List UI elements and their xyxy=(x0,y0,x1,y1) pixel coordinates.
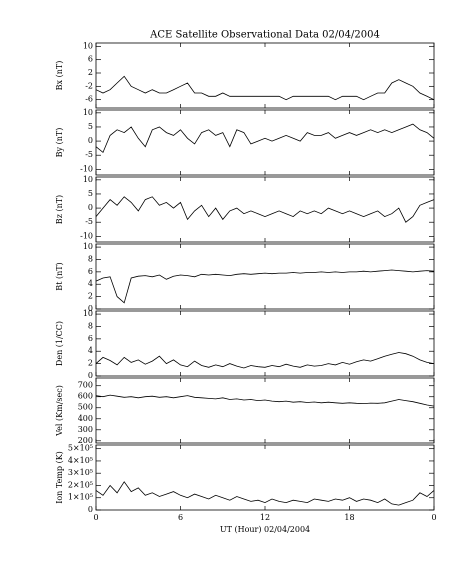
x-tick-label: 6 xyxy=(178,513,183,522)
y-tick-label: 8 xyxy=(88,254,93,263)
panel-frame xyxy=(95,444,435,511)
y-axis-label: Vel (Km/sec) xyxy=(55,385,64,437)
y-tick-label: 0 xyxy=(88,304,93,313)
y-tick-label: 700 xyxy=(78,381,93,390)
y-tick-label: 4 xyxy=(88,346,93,355)
y-tick-label: 6 xyxy=(88,55,93,64)
data-line xyxy=(95,196,435,223)
data-line xyxy=(95,123,435,154)
y-tick-label: 2 xyxy=(88,68,93,77)
y-tick-label: 5 xyxy=(88,122,93,131)
y-axis-label: Den (1/CC) xyxy=(55,321,64,366)
y-tick-label: 2 xyxy=(88,292,93,301)
y-tick-label: 10 xyxy=(83,108,93,117)
panel-frame xyxy=(95,243,435,310)
y-axis-label: Bz (nT) xyxy=(55,195,64,224)
y-tick-label: 5 xyxy=(88,189,93,198)
y-tick-label: 4×10⁵ xyxy=(68,456,93,465)
y-tick-label: 5×10⁵ xyxy=(68,444,93,453)
panel-frame xyxy=(95,42,435,109)
chart-title: ACE Satellite Observational Data 02/04/2… xyxy=(149,30,380,41)
panel-frame xyxy=(95,310,435,377)
y-tick-label: 1×10⁵ xyxy=(68,493,93,502)
panel-frame xyxy=(95,377,435,444)
y-tick-label: 10 xyxy=(83,41,93,50)
y-tick-label: 2 xyxy=(88,359,93,368)
x-tick-label: 12 xyxy=(260,513,270,522)
data-line xyxy=(95,394,435,407)
y-tick-label: 300 xyxy=(78,425,93,434)
y-tick-label: 6 xyxy=(88,267,93,276)
x-tick-label: 0 xyxy=(93,513,98,522)
y-tick-label: -6 xyxy=(85,95,93,104)
y-axis-label: Bx (nT) xyxy=(55,61,64,91)
y-tick-label: -5 xyxy=(85,150,93,159)
y-tick-label: -10 xyxy=(80,231,93,240)
y-tick-label: 600 xyxy=(78,392,93,401)
y-tick-label: 4 xyxy=(88,279,93,288)
y-tick-label: 0 xyxy=(88,505,93,514)
y-axis-label: By (nT) xyxy=(55,128,64,158)
y-tick-label: 200 xyxy=(78,436,93,445)
y-tick-label: -10 xyxy=(80,164,93,173)
data-line xyxy=(95,352,435,369)
y-tick-label: -5 xyxy=(85,217,93,226)
y-tick-label: 500 xyxy=(78,403,93,412)
y-tick-label: 400 xyxy=(78,414,93,423)
y-tick-label: 0 xyxy=(88,371,93,380)
y-tick-label: 6 xyxy=(88,334,93,343)
y-tick-label: 0 xyxy=(88,203,93,212)
data-line xyxy=(95,75,435,101)
x-axis-label: UT (Hour) 02/04/2004 xyxy=(220,525,310,534)
y-axis-label: Bt (nT) xyxy=(55,262,64,290)
x-tick-label: 18 xyxy=(344,513,354,522)
x-tick-label: 0 xyxy=(431,513,436,522)
y-tick-label: 0 xyxy=(88,136,93,145)
data-line xyxy=(95,481,435,506)
y-tick-label: 3×10⁵ xyxy=(68,468,93,477)
y-tick-label: 10 xyxy=(83,242,93,251)
y-tick-label: 8 xyxy=(88,321,93,330)
y-tick-label: 10 xyxy=(83,175,93,184)
data-line xyxy=(95,269,435,304)
y-tick-label: -2 xyxy=(85,81,93,90)
y-tick-label: 10 xyxy=(83,309,93,318)
y-axis-label: Ion Temp (K) xyxy=(55,451,64,504)
panel-frame xyxy=(95,176,435,243)
y-tick-label: 2×10⁵ xyxy=(68,480,93,489)
